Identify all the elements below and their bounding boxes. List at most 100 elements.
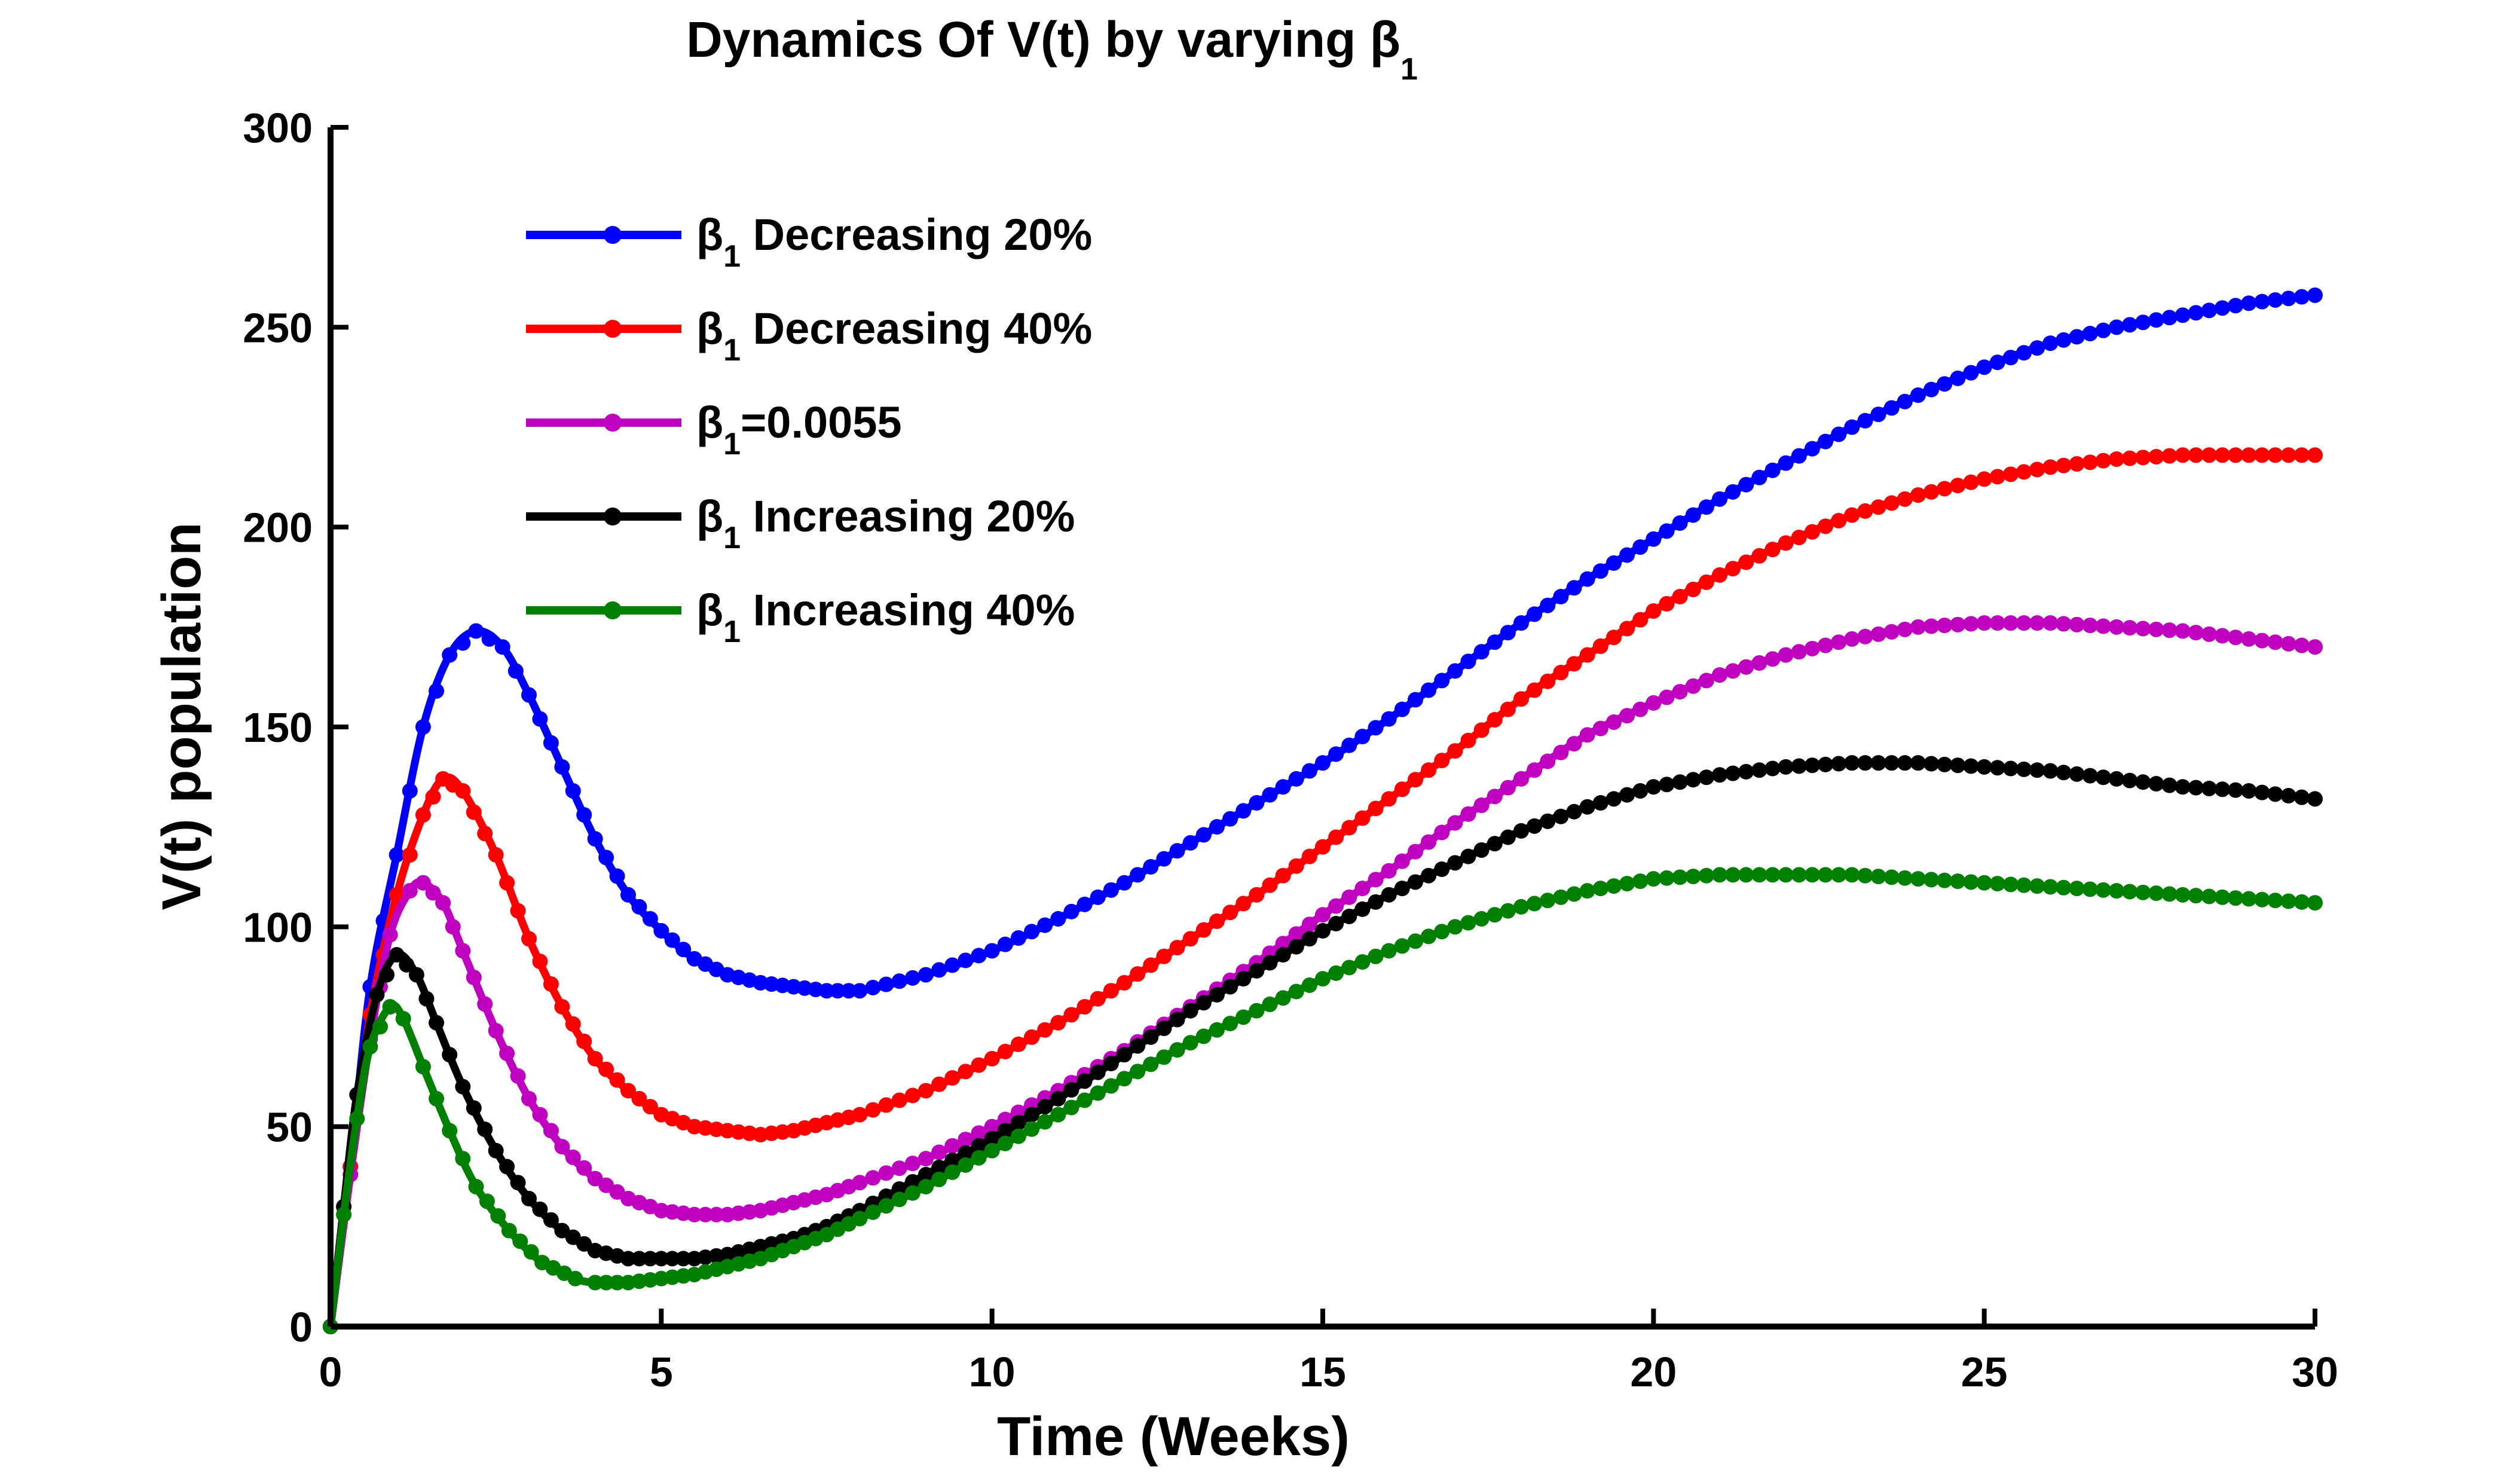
series-marker: [598, 1061, 614, 1077]
x-tick-label: 0: [319, 1349, 342, 1395]
series-marker: [2148, 621, 2164, 637]
series-marker: [2280, 291, 2296, 307]
series-marker: [1421, 762, 1437, 778]
series-marker: [1646, 603, 1662, 619]
series-marker: [1447, 919, 1463, 935]
series-marker: [510, 1175, 526, 1191]
series-marker: [2293, 447, 2310, 463]
series-marker: [1698, 769, 1714, 786]
series-marker: [455, 1151, 471, 1167]
series-marker: [1341, 908, 1357, 924]
series-marker: [1751, 548, 1767, 564]
series-marker: [653, 1251, 669, 1267]
series-marker: [1169, 1011, 1185, 1028]
series-marker: [1791, 758, 1807, 774]
y-tick-label: 50: [266, 1104, 313, 1151]
series-marker: [1605, 555, 1622, 571]
x-tick-label: 5: [650, 1349, 673, 1395]
series-marker: [389, 846, 405, 863]
series-marker: [2175, 447, 2191, 463]
series-marker: [1540, 893, 1556, 909]
series-marker: [1103, 1078, 1119, 1094]
series-marker: [1989, 760, 2005, 776]
series-marker: [1725, 663, 1741, 679]
series-marker: [2228, 629, 2244, 646]
series-marker: [1976, 759, 1992, 775]
series-marker: [2016, 615, 2032, 631]
series-marker: [1619, 621, 1635, 637]
series-marker: [1434, 824, 1450, 841]
series-marker: [1275, 947, 1291, 963]
series-marker: [2175, 307, 2191, 323]
series-marker: [429, 1090, 445, 1107]
series-marker: [852, 1211, 868, 1227]
series-marker: [1553, 589, 1569, 605]
series-marker: [2148, 312, 2164, 328]
series-marker: [1050, 910, 1066, 927]
series-marker: [2254, 784, 2270, 800]
series-marker: [620, 1083, 636, 1099]
series-marker: [852, 1175, 868, 1191]
series-marker: [1963, 874, 1979, 890]
series-marker: [1605, 629, 1622, 646]
series-marker: [2267, 634, 2283, 650]
series-marker: [1738, 476, 1754, 493]
series-marker: [1301, 931, 1317, 947]
series-marker: [2095, 453, 2111, 469]
series-marker: [1989, 876, 2005, 892]
series-marker: [2042, 335, 2059, 352]
series-marker: [1195, 995, 1212, 1011]
series-marker: [1341, 889, 1357, 905]
series-marker: [2254, 294, 2270, 310]
series-marker: [2016, 464, 2032, 480]
series-2: [323, 447, 2323, 1334]
series-marker: [2082, 454, 2098, 470]
series-marker: [1923, 484, 1940, 500]
series-marker: [2056, 332, 2072, 348]
series-marker: [1698, 673, 1714, 689]
series-marker: [708, 1206, 724, 1223]
series-marker: [840, 983, 857, 999]
series-marker: [944, 1164, 961, 1180]
series-marker: [984, 1050, 1000, 1066]
series-marker: [2307, 639, 2323, 655]
series-marker: [2241, 891, 2257, 907]
series-marker: [1831, 512, 1847, 528]
series-marker: [997, 936, 1013, 952]
series-marker: [1818, 433, 1834, 450]
series-marker: [620, 887, 636, 903]
series-marker: [1897, 491, 1913, 507]
series-marker: [1301, 848, 1317, 864]
series-marker: [1619, 547, 1635, 563]
series-marker: [904, 1173, 920, 1190]
series-marker: [1592, 563, 1608, 579]
series-marker: [1844, 507, 1860, 523]
series-marker: [554, 1139, 570, 1155]
series-marker: [1844, 631, 1860, 647]
series-marker: [1989, 355, 2005, 371]
series-marker: [1950, 478, 1966, 494]
series-marker: [399, 956, 415, 973]
series-marker: [1156, 948, 1172, 964]
series-marker: [1460, 653, 1476, 670]
series-marker: [466, 1100, 482, 1116]
series-marker: [1818, 518, 1834, 534]
series-marker: [958, 1132, 974, 1148]
series-marker: [852, 1107, 868, 1123]
series-marker: [1791, 644, 1807, 660]
series-marker: [1341, 737, 1357, 753]
series-marker: [958, 1064, 974, 1080]
series-marker: [2056, 616, 2072, 632]
series-marker: [2280, 635, 2296, 652]
series-marker: [631, 1251, 647, 1267]
series-marker: [494, 639, 510, 655]
series-marker: [1288, 858, 1304, 874]
series-marker: [2161, 310, 2178, 326]
series-marker: [1685, 678, 1701, 694]
series-marker: [1394, 781, 1410, 797]
series-marker: [1050, 1107, 1066, 1123]
series-marker: [944, 1138, 961, 1154]
series-marker: [1249, 795, 1265, 811]
series-marker: [2228, 890, 2244, 906]
y-tick-label: 0: [289, 1304, 313, 1350]
